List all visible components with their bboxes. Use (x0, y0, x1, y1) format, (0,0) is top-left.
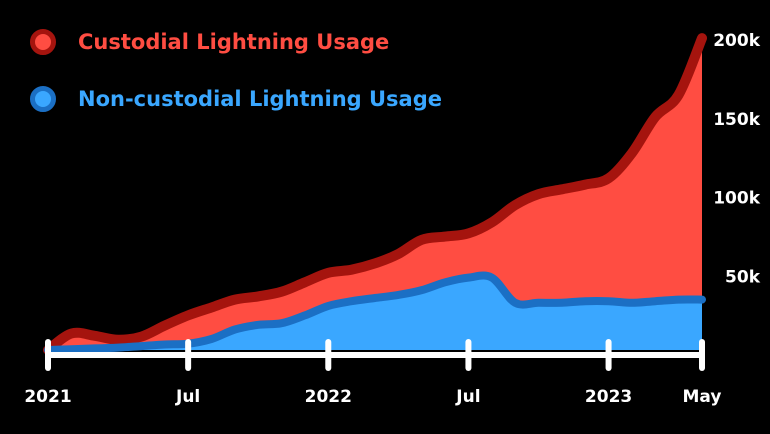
noncustodial-area (48, 275, 702, 350)
x-tick-label: May (683, 387, 722, 407)
x-tick-label: 2022 (305, 387, 352, 407)
x-axis: 2021 Jul 2022 Jul 2023 May (24, 339, 722, 407)
x-tick-label: Jul (455, 387, 480, 407)
y-axis: 50k 100k 150k 200k (713, 31, 760, 287)
y-tick-label: 50k (725, 267, 761, 287)
x-tick-label: 2023 (585, 387, 632, 407)
x-tick-label: Jul (175, 387, 200, 407)
legend-item-noncustodial: Non-custodial Lightning Usage (30, 86, 442, 112)
y-tick-label: 150k (713, 110, 760, 130)
y-tick-label: 200k (713, 31, 760, 51)
y-tick-label: 100k (713, 189, 760, 209)
noncustodial-line (44, 271, 706, 354)
legend-label-custodial: Custodial Lightning Usage (78, 30, 390, 54)
blue-circle-icon (30, 86, 56, 112)
legend-item-custodial: Custodial Lightning Usage (30, 29, 389, 55)
custodial-line (43, 33, 707, 355)
custodial-area (48, 38, 702, 350)
plot-areas (43, 33, 707, 355)
red-circle-icon (30, 29, 56, 55)
legend-label-noncustodial: Non-custodial Lightning Usage (78, 87, 442, 111)
x-tick-label: 2021 (24, 387, 71, 407)
